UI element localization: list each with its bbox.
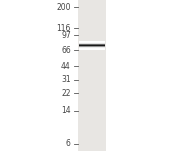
Text: 22: 22 <box>61 89 71 98</box>
Text: 44: 44 <box>61 62 71 71</box>
Text: 66: 66 <box>61 46 71 55</box>
Text: 116: 116 <box>56 24 71 33</box>
Text: 14: 14 <box>61 106 71 115</box>
Text: 31: 31 <box>61 75 71 84</box>
Text: 6: 6 <box>66 139 71 148</box>
Text: 97: 97 <box>61 31 71 40</box>
Bar <box>78 0 106 151</box>
Text: 200: 200 <box>56 3 71 12</box>
